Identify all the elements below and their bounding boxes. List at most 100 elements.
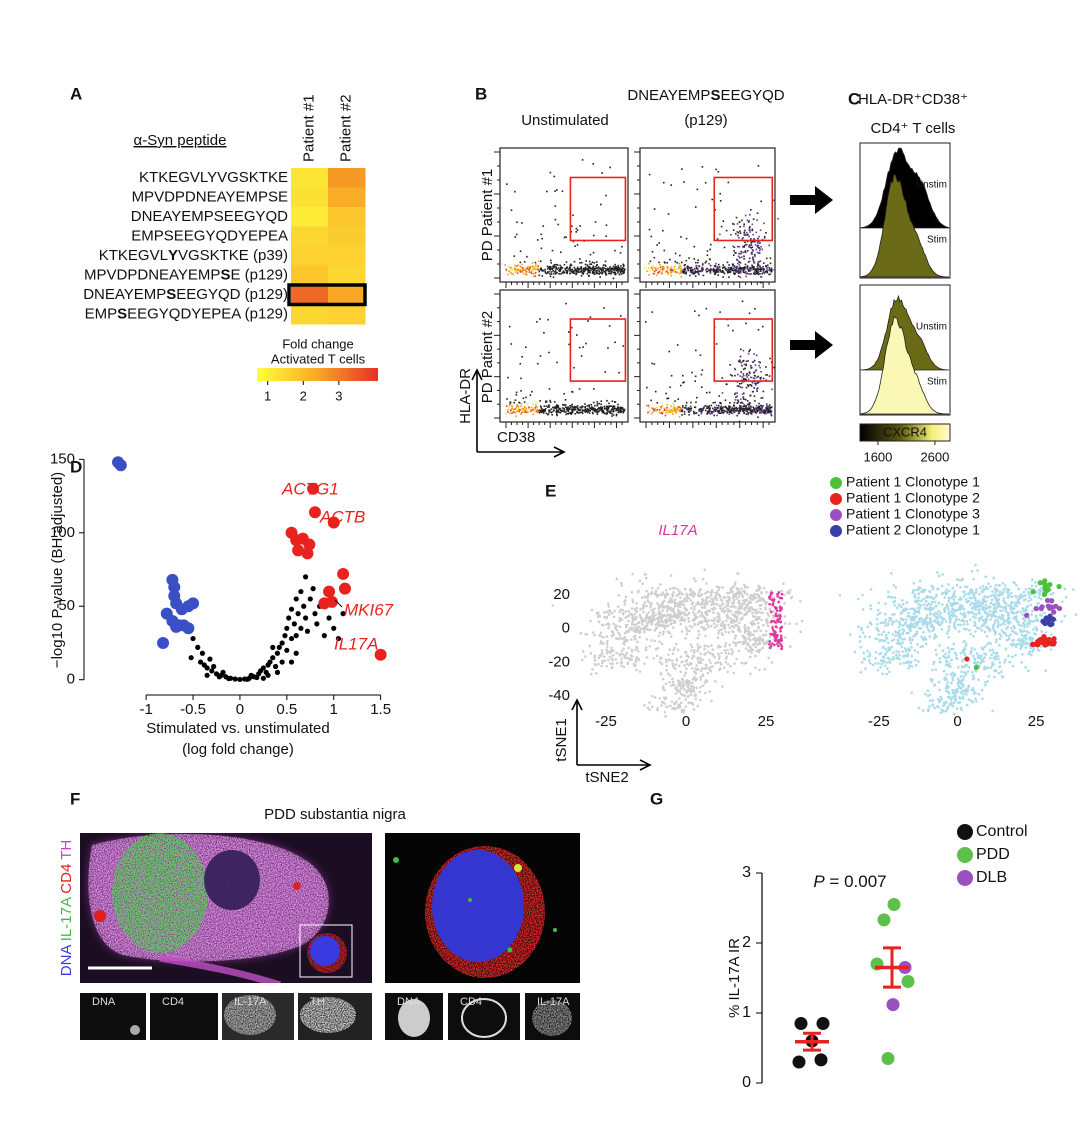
cell bbox=[638, 579, 642, 583]
cell bbox=[953, 590, 957, 593]
cell bbox=[890, 596, 894, 599]
cell bbox=[997, 602, 1001, 605]
cell bbox=[701, 614, 704, 617]
cell bbox=[626, 662, 630, 666]
cell bbox=[989, 642, 992, 645]
cell bbox=[1031, 578, 1034, 581]
cell bbox=[696, 657, 700, 661]
cell bbox=[966, 689, 969, 693]
flow-dot bbox=[727, 266, 730, 269]
cell bbox=[750, 621, 754, 625]
cell bbox=[970, 646, 974, 650]
flow-dot bbox=[573, 260, 576, 263]
cell bbox=[651, 705, 654, 709]
flow-dot bbox=[570, 413, 572, 415]
cell bbox=[998, 665, 1001, 669]
cell bbox=[965, 693, 968, 696]
cell bbox=[601, 642, 605, 645]
cell bbox=[727, 631, 731, 634]
cell bbox=[1029, 603, 1032, 607]
flow-dot bbox=[619, 268, 622, 271]
flow-dot bbox=[563, 407, 565, 410]
cell bbox=[600, 652, 604, 655]
flow-dot bbox=[744, 241, 746, 244]
flow-dot bbox=[549, 171, 552, 174]
cell bbox=[716, 636, 720, 639]
cell bbox=[617, 631, 620, 635]
cell bbox=[1021, 643, 1024, 647]
flow-dot bbox=[554, 273, 557, 275]
flow-dot bbox=[524, 274, 527, 276]
cell bbox=[679, 701, 683, 705]
flow-dot bbox=[565, 267, 567, 270]
cell bbox=[922, 588, 925, 592]
flow-dot bbox=[524, 346, 527, 348]
flow-dot bbox=[705, 260, 708, 263]
flow-dot bbox=[576, 407, 579, 410]
flow-dot bbox=[765, 265, 767, 267]
cell bbox=[679, 596, 682, 599]
flow-dot bbox=[529, 394, 532, 396]
cell bbox=[782, 582, 785, 585]
cell bbox=[882, 659, 886, 663]
flow-dot bbox=[614, 268, 616, 270]
flow-dot bbox=[524, 411, 527, 414]
flow-dot bbox=[522, 268, 525, 270]
flow-dot bbox=[510, 272, 513, 275]
cell bbox=[956, 608, 960, 612]
point bbox=[237, 676, 243, 683]
flow-dot bbox=[611, 415, 613, 417]
flow-dot bbox=[679, 265, 681, 267]
flow-dot bbox=[559, 264, 561, 267]
flow-dot bbox=[728, 276, 730, 278]
cell bbox=[724, 651, 728, 655]
heatmap-cell bbox=[328, 207, 366, 227]
cell bbox=[749, 598, 753, 601]
cell bbox=[668, 648, 671, 652]
flow-dot bbox=[749, 269, 752, 271]
cell bbox=[876, 668, 880, 672]
cell bbox=[678, 684, 682, 688]
flow-dot bbox=[744, 266, 746, 268]
flow-dot bbox=[605, 235, 607, 238]
cell bbox=[924, 692, 927, 696]
flow-dot bbox=[581, 261, 583, 264]
flow-dot bbox=[763, 222, 765, 225]
cell bbox=[910, 654, 914, 658]
legend-marker bbox=[830, 509, 842, 521]
cell bbox=[945, 632, 949, 635]
flow-dot bbox=[566, 266, 568, 269]
cell bbox=[717, 632, 720, 635]
cell bbox=[957, 681, 961, 684]
cell bbox=[929, 603, 933, 606]
cell bbox=[1014, 653, 1017, 657]
flow-dot bbox=[600, 270, 603, 272]
cell bbox=[989, 594, 993, 598]
flow-dot bbox=[653, 256, 656, 259]
cell bbox=[876, 613, 880, 616]
cell bbox=[611, 658, 614, 662]
cell bbox=[783, 601, 786, 605]
point bbox=[274, 669, 281, 675]
cell bbox=[673, 702, 676, 706]
flow-dot bbox=[572, 272, 575, 274]
flow-dot bbox=[577, 412, 580, 414]
flow-dot bbox=[548, 411, 551, 413]
cell bbox=[895, 657, 899, 660]
cell bbox=[669, 635, 673, 638]
cell bbox=[679, 687, 682, 690]
flow-dot bbox=[742, 267, 745, 270]
flow-dot bbox=[565, 261, 568, 263]
row-label-part: MPVDPDNEAYEMP bbox=[84, 266, 220, 283]
cell bbox=[978, 586, 982, 590]
cell bbox=[917, 706, 921, 710]
cell bbox=[678, 600, 682, 604]
cell bbox=[772, 616, 775, 619]
flow-dot bbox=[743, 269, 746, 271]
cell bbox=[707, 595, 711, 599]
flow-dot bbox=[567, 331, 570, 333]
flow-dot bbox=[737, 234, 739, 237]
cell bbox=[941, 573, 945, 576]
cell bbox=[695, 677, 698, 681]
flow-dot bbox=[545, 400, 547, 403]
